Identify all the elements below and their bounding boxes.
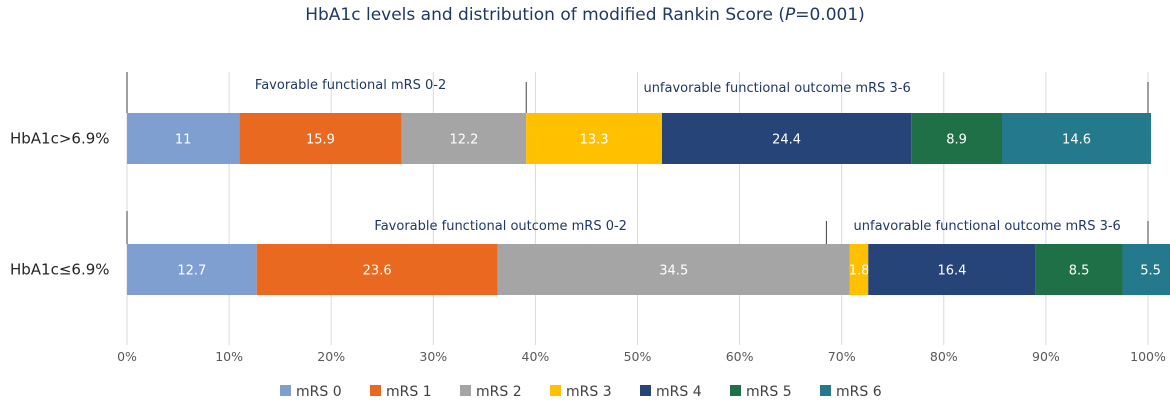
bar-segment [127, 244, 257, 295]
bar-value-label: 8.5 [1069, 264, 1090, 279]
bar-value-label: 12.7 [177, 264, 206, 279]
bar-segment [127, 113, 240, 164]
legend-swatch [460, 385, 471, 396]
bar-segment [911, 113, 1002, 164]
legend-label: mRS 3 [566, 384, 612, 400]
bar-value-label: 14.6 [1062, 133, 1091, 148]
bar-segments: 11 15.9 12.2 13.3 24.4 8.9 14.6 12.7 23.6 34.5 1.8… [127, 113, 1170, 295]
x-tick-label: 20% [317, 349, 345, 364]
legend-swatch [370, 385, 381, 396]
legend-swatch [820, 385, 831, 396]
category-label: HbA1c≤6.9% [10, 261, 110, 279]
x-tick-label: 40% [522, 349, 550, 364]
bar-value-label: 16.4 [937, 264, 966, 279]
bar-segment [1001, 113, 1152, 164]
chart-title-p-symbol: P [785, 5, 796, 25]
legend-swatch [730, 385, 741, 396]
bar-value-label: 24.4 [772, 133, 801, 148]
chart-title: HbA1c levels and distribution of modifie… [305, 5, 865, 25]
x-tick-labels: 0% 10% 20% 30% 40% 50% 60% 70% 80% 90% 100% [117, 349, 1166, 364]
bar-segment [401, 113, 527, 164]
annotation-unfavorable: unfavorable functional outcome mRS 3-6 [643, 81, 910, 96]
legend-swatch [640, 385, 651, 396]
bar-value-label: 23.6 [363, 264, 392, 279]
category-label: HbA1c>6.9% [10, 130, 110, 148]
x-tick-label: 60% [726, 349, 754, 364]
gridlines [126, 72, 1149, 345]
bar-value-label: 1.8 [849, 264, 870, 279]
bar-segment [256, 244, 498, 295]
legend-swatch [550, 385, 561, 396]
x-tick-label: 70% [828, 349, 856, 364]
annotations: Favorable functional mRS 0-2 unfavorable … [126, 72, 1149, 244]
bar-value-label: 11 [175, 133, 192, 148]
x-tick-label: 10% [215, 349, 243, 364]
chart-title-suffix: =0.001) [795, 5, 865, 25]
x-tick-label: 90% [1032, 349, 1060, 364]
bar-segment [1122, 244, 1170, 295]
bar-segment [239, 113, 402, 164]
bar-value-label: 34.5 [659, 264, 688, 279]
bar-segment [868, 244, 1036, 295]
x-tick-label: 50% [624, 349, 652, 364]
legend-label: mRS 2 [476, 384, 522, 400]
bar-segment [662, 113, 912, 164]
bar-value-label: 12.2 [449, 133, 478, 148]
bar-segment [497, 244, 850, 295]
x-tick-label: 100% [1130, 349, 1166, 364]
legend-label: mRS 5 [746, 384, 792, 400]
bar-value-label: 8.9 [946, 133, 967, 148]
bar-value-label: 15.9 [306, 133, 335, 148]
annotation-favorable: Favorable functional outcome mRS 0-2 [374, 219, 627, 234]
bar-segment [1035, 244, 1123, 295]
legend-swatch [280, 385, 291, 396]
chart-title-prefix: HbA1c levels and distribution of modifie… [305, 5, 785, 25]
x-tick-label: 80% [930, 349, 958, 364]
legend-label: mRS 6 [836, 384, 882, 400]
annotation-unfavorable: unfavorable functional outcome mRS 3-6 [854, 219, 1121, 234]
category-labels: HbA1c>6.9% HbA1c≤6.9% [10, 130, 110, 279]
legend-label: mRS 0 [296, 384, 342, 400]
x-tick-label: 30% [419, 349, 447, 364]
legend: mRS 0 mRS 1 mRS 2 mRS 3 mRS 4 mRS 5 mRS 6 [280, 384, 882, 400]
bar-segment [526, 113, 663, 164]
x-tick-label: 0% [117, 349, 137, 364]
annotation-favorable: Favorable functional mRS 0-2 [255, 78, 446, 93]
legend-label: mRS 1 [386, 384, 432, 400]
legend-label: mRS 4 [656, 384, 702, 400]
bar-segment [849, 244, 869, 295]
bar-value-label: 5.5 [1140, 264, 1161, 279]
bar-value-label: 13.3 [580, 133, 609, 148]
